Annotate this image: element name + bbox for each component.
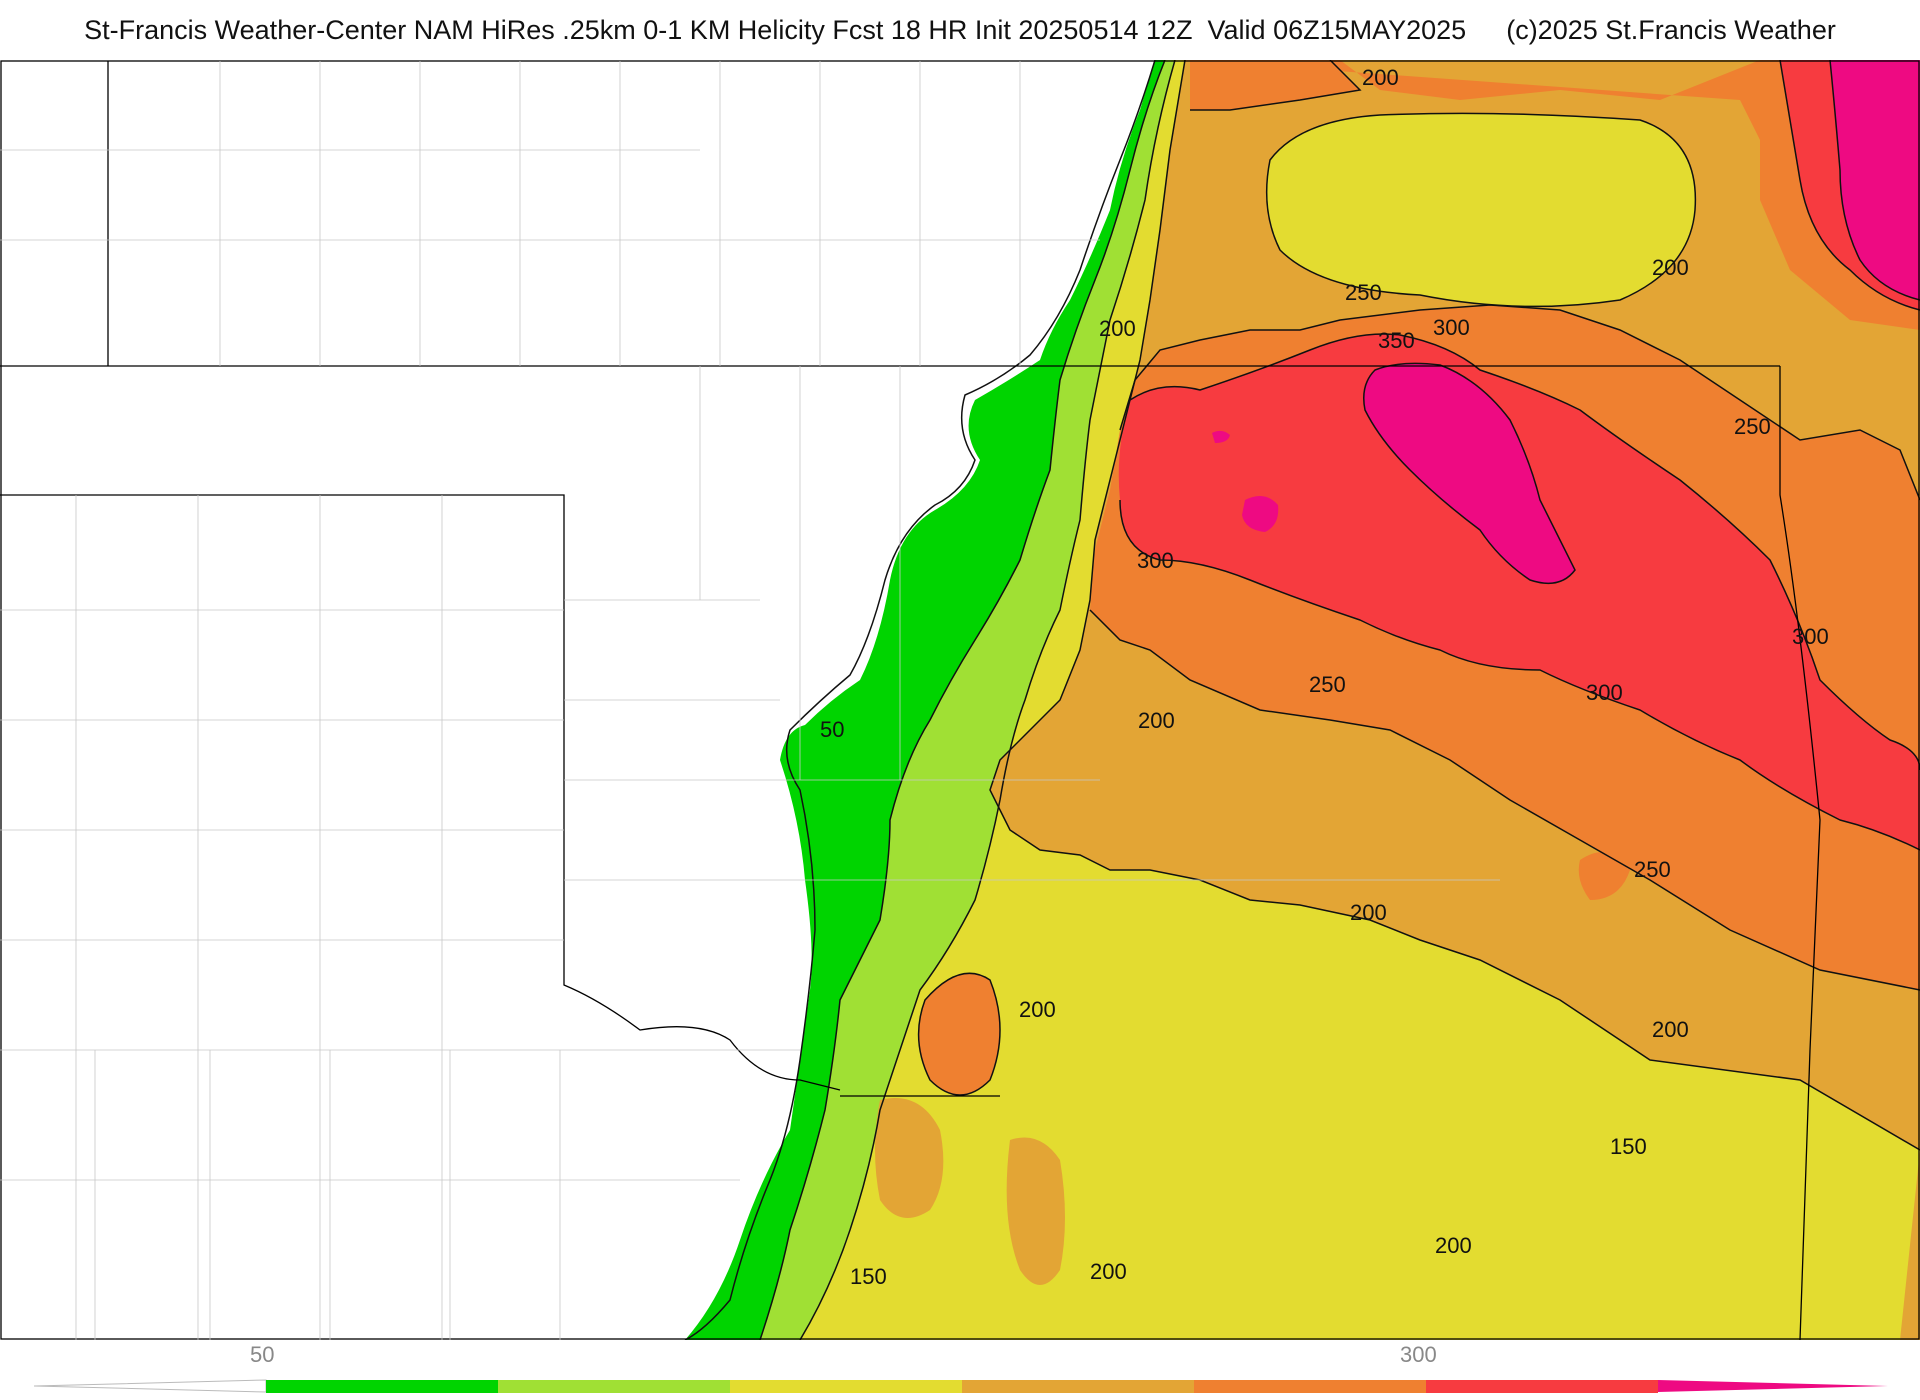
county-lines xyxy=(0,61,1500,1340)
contour-label: 250 xyxy=(1734,414,1771,439)
colorbar-upper-arrow xyxy=(1658,1380,1888,1392)
contour-label: 200 xyxy=(1435,1233,1472,1258)
contour-label: 300 xyxy=(1792,624,1829,649)
contour-labels: 200 200 250 300 350 250 300 300 250 300 … xyxy=(820,65,1829,1289)
boundaries xyxy=(0,60,1920,1340)
contour-label: 250 xyxy=(1634,857,1671,882)
contour-orange-island xyxy=(917,972,1001,1096)
colorbar-bin xyxy=(1426,1380,1658,1393)
contour-350 xyxy=(1363,362,1576,585)
colorbar xyxy=(33,1379,1888,1393)
contour-label: 200 xyxy=(1362,65,1399,90)
contour-100 xyxy=(759,60,1166,1340)
title-text: St-Francis Weather-Center NAM HiRes .25k… xyxy=(84,14,1467,45)
contour-label: 250 xyxy=(1309,672,1346,697)
contour-label: 200 xyxy=(1019,997,1056,1022)
contour-label: 250 xyxy=(1345,280,1382,305)
contour-label: 300 xyxy=(1137,548,1174,573)
contour-lines xyxy=(684,60,1920,1340)
contour-200 xyxy=(989,60,1920,1151)
colorbar-bin xyxy=(266,1380,498,1393)
fill-350-plus xyxy=(1212,60,1920,584)
colorbar-label-300: 300 xyxy=(1400,1342,1437,1367)
contour-label: 200 xyxy=(1652,1017,1689,1042)
helicity-map: 200 200 250 300 350 250 300 300 250 300 … xyxy=(0,60,1920,1340)
map-frame xyxy=(0,60,1920,1340)
colorbar-bin xyxy=(1194,1380,1426,1393)
contour-300b xyxy=(1119,499,1920,851)
contour-label: 150 xyxy=(1610,1134,1647,1159)
copyright-text: (c)2025 St.Francis Weather xyxy=(1506,14,1836,45)
contour-250b xyxy=(1089,609,1920,991)
contour-label: 300 xyxy=(1433,315,1470,340)
colorbar-lower-arrow xyxy=(33,1379,267,1393)
colorbar-bin xyxy=(730,1380,962,1393)
contour-label: 200 xyxy=(1099,316,1136,341)
contour-label: 50 xyxy=(820,717,844,742)
contour-label: 200 xyxy=(1090,1259,1127,1284)
contour-label: 350 xyxy=(1378,328,1415,353)
contour-250 xyxy=(1190,60,1362,111)
contour-yellow-island xyxy=(1265,112,1697,308)
state-line-5 xyxy=(1779,366,1821,1340)
contour-150 xyxy=(799,60,1176,1340)
colorbar-label-50: 50 xyxy=(250,1342,275,1367)
contour-label: 200 xyxy=(1138,708,1175,733)
contour-label: 300 xyxy=(1586,680,1623,705)
map-title: St-Francis Weather-Center NAM HiRes .25k… xyxy=(0,0,1920,60)
contour-label: 200 xyxy=(1652,255,1689,280)
colorbar-bin xyxy=(498,1380,730,1393)
contour-label: 200 xyxy=(1350,900,1387,925)
state-line-3 xyxy=(0,494,841,1091)
contour-50 xyxy=(684,60,1156,1340)
contour-label: 150 xyxy=(850,1264,887,1289)
contour-300 xyxy=(1129,333,1920,771)
colorbar-bin xyxy=(962,1380,1194,1393)
